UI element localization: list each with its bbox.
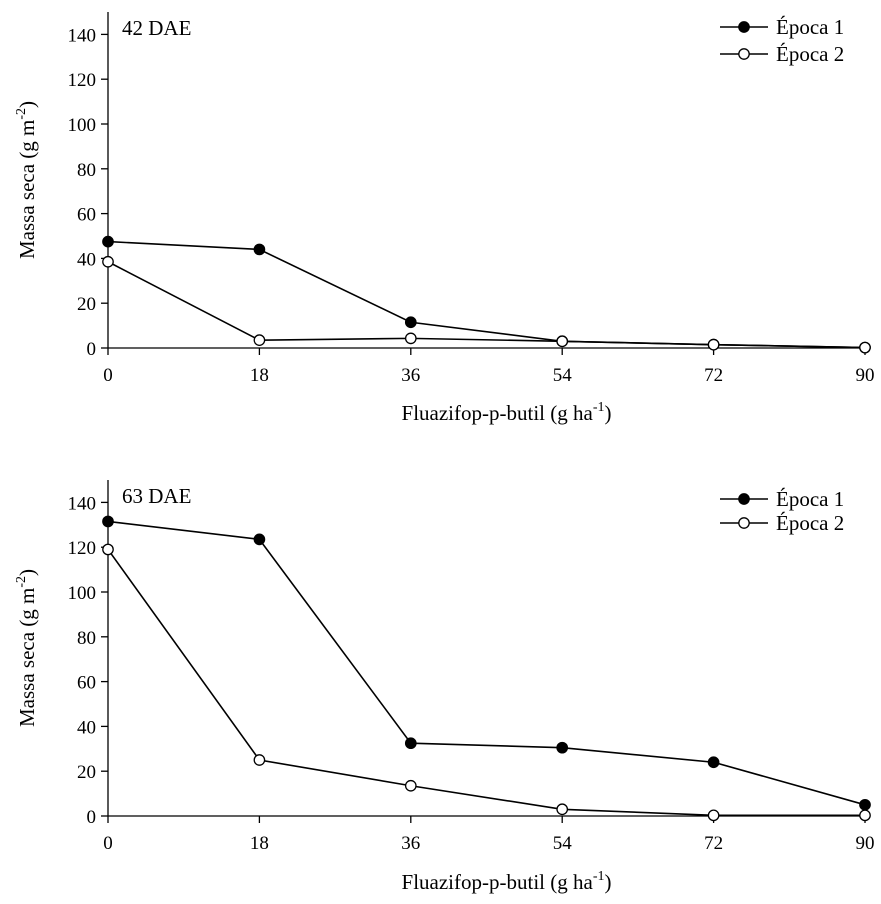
series-2-point [404,779,417,792]
series-line-1 [107,520,866,806]
x-tick-label: 0 [103,365,113,386]
series-line-1 [107,240,866,349]
series-2-point [253,754,266,766]
series-1-point [404,737,417,750]
x-tick-label: 54 [553,365,573,386]
series-2-point [102,255,114,268]
x-tick-label: 90 [856,365,875,386]
y-tick-label: 140 [68,25,97,46]
y-tick-label: 140 [68,493,97,514]
series-1-point [404,316,417,329]
y-tick-label: 120 [68,538,97,559]
y-tick-label: 20 [77,294,96,315]
legend-entry-label: Época 1 [776,15,844,39]
series-line-2 [107,548,865,817]
legend-marker [738,21,750,33]
series-2-point [102,543,114,556]
legend-marker [738,48,750,60]
series-1-point [859,798,871,811]
y-tick-label: 60 [77,673,96,694]
series-2-point [707,338,720,351]
y-tick-label: 80 [77,160,96,181]
x-tick-label: 36 [401,833,420,854]
legend-marker [738,517,750,529]
x-tick-label: 18 [250,365,269,386]
series-1-point [102,515,114,528]
legend-entry-label: Época 2 [776,511,844,535]
series-1-point [102,235,114,248]
panel-annotation: 42 DAE [122,16,191,40]
x-tick-label: 18 [250,833,269,854]
series-2-point [859,341,871,354]
x-tick-label: 72 [704,365,723,386]
series-2-point [253,334,266,347]
legend-marker [738,493,750,505]
x-tick-label: 54 [553,833,573,854]
series-2-point [556,335,569,348]
y-axis-label: Massa seca (g m-2) [14,101,39,259]
y-tick-label: 0 [87,807,97,828]
x-tick-label: 90 [856,833,875,854]
y-tick-label: 0 [87,339,97,360]
y-tick-label: 20 [77,762,96,783]
x-axis-label: Fluazifop-p-butil (g ha-1) [402,869,612,894]
series-2-point [707,809,720,822]
series-1-point [253,533,266,546]
legend-entry-label: Época 2 [776,42,844,66]
y-tick-label: 100 [68,115,97,136]
y-tick-label: 80 [77,628,96,649]
x-tick-label: 72 [704,833,723,854]
y-tick-label: 40 [77,249,96,270]
legend-entry-label: Época 1 [776,487,844,511]
panel-annotation: 63 DAE [122,484,191,508]
series-2-point [556,803,569,816]
y-tick-label: 120 [68,70,97,91]
y-axis-label: Massa seca (g m-2) [14,569,39,727]
x-tick-label: 36 [401,365,420,386]
series-1-point [707,756,720,769]
series-2-point [404,332,417,345]
series-line-2 [107,261,866,349]
y-tick-label: 60 [77,205,96,226]
series-1-point [253,243,266,256]
x-tick-label: 0 [103,833,113,854]
y-tick-label: 100 [68,583,97,604]
y-tick-label: 40 [77,717,96,738]
series-2-point [859,809,871,822]
x-axis-label: Fluazifop-p-butil (g ha-1) [402,400,612,425]
series-1-point [556,741,569,754]
chart-panel-1: 0 20 40 60 80 100 120 140 0 18 36 54 72 90 Fluazifop-p… [14,12,875,425]
chart-panel-2: 0 20 40 60 80 100 120 140 0 18 36 54 72 90 Fluazifop-p… [14,480,875,894]
